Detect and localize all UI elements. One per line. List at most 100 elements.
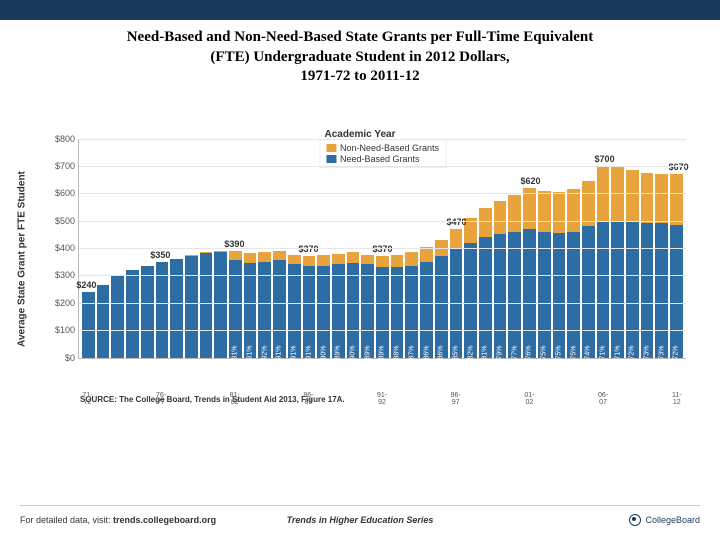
bar-segment-need: 72% <box>670 225 683 358</box>
chart-area: Average State Grant per FTE Student Non-… <box>30 129 690 389</box>
bar-segment-need <box>111 275 124 357</box>
pct-label: 71% <box>614 345 621 359</box>
x-tick-label <box>125 389 138 406</box>
x-tick-label <box>641 389 654 406</box>
value-callout: $370 <box>372 244 392 254</box>
y-tick-label: $400 <box>55 243 79 253</box>
bar-segment-nonneed <box>553 192 566 233</box>
bar-segment-need: 82% <box>464 243 477 358</box>
footer-left-prefix: For detailed data, visit: <box>20 515 113 525</box>
x-tick-label <box>361 389 374 406</box>
pct-label: 91% <box>291 345 298 359</box>
x-tick-label <box>479 389 492 406</box>
page: Need-Based and Non-Need-Based State Gran… <box>0 0 720 540</box>
title-line-2: (FTE) Undergraduate Student in 2012 Doll… <box>40 48 680 68</box>
x-tick-label <box>346 389 359 406</box>
bar-segment-need <box>97 285 110 358</box>
plot-region: Non-Need-Based Grants Need-Based Grants … <box>78 139 686 359</box>
bar-segment-need: 75% <box>553 233 566 358</box>
bar-segment-nonneed <box>479 208 492 237</box>
x-tick-label <box>110 389 123 406</box>
bar-segment-nonneed <box>494 201 507 234</box>
y-tick-label: $300 <box>55 270 79 280</box>
y-tick-label: $100 <box>55 325 79 335</box>
bar-segment-need: 77% <box>508 232 521 358</box>
y-tick-label: $500 <box>55 216 79 226</box>
bar-segment-nonneed <box>450 229 463 248</box>
bar-segment-need <box>214 252 227 357</box>
gridline <box>79 248 686 249</box>
bar-segment-nonneed <box>641 173 654 224</box>
pct-label: 72% <box>673 345 680 359</box>
x-tick-label <box>287 389 300 406</box>
bar-segment-need: 91% <box>303 266 316 358</box>
gridline <box>79 193 686 194</box>
x-tick-label <box>96 389 109 406</box>
x-tick-label <box>390 389 403 406</box>
pct-label: 86% <box>423 345 430 359</box>
bar-segment-need: 88% <box>391 267 404 357</box>
pct-label: 86% <box>438 345 445 359</box>
title-block: Need-Based and Non-Need-Based State Gran… <box>0 20 720 91</box>
x-tick-label: 11-12 <box>670 389 683 406</box>
bar-segment-nonneed <box>303 256 316 266</box>
y-axis-label: Average State Grant per FTE Student <box>17 171 28 347</box>
title-line-1: Need-Based and Non-Need-Based State Gran… <box>40 28 680 48</box>
bar-segment-nonneed <box>288 255 301 265</box>
x-tick-label: 06-07 <box>597 389 610 406</box>
bar-segment-need <box>170 259 183 358</box>
bar-segment-need: 71% <box>611 221 624 358</box>
pct-label: 88% <box>394 345 401 359</box>
pct-label: 91% <box>232 345 239 359</box>
pct-label: 87% <box>408 345 415 359</box>
pct-label: 89% <box>335 345 342 359</box>
y-tick-label: $700 <box>55 161 79 171</box>
x-tick-label <box>273 389 286 406</box>
bar-segment-need: 81% <box>479 237 492 357</box>
bar-segment-need: 74% <box>582 226 595 357</box>
pct-label: 71% <box>599 345 606 359</box>
bar-segment-nonneed <box>347 252 360 263</box>
pct-label: 82% <box>467 345 474 359</box>
bar-segment-nonneed <box>258 252 271 262</box>
x-tick-label: 76-77 <box>155 389 168 406</box>
y-tick-label: $200 <box>55 298 79 308</box>
bar-segment-nonneed <box>391 255 404 267</box>
bar-segment-need: 79% <box>494 234 507 357</box>
x-tick-label: 71-72 <box>81 389 94 406</box>
pct-label: 92% <box>261 345 268 359</box>
pct-label: 79% <box>497 345 504 359</box>
gridline <box>79 166 686 167</box>
bar-segment-nonneed <box>244 253 257 263</box>
footer-brand: CollegeBoard <box>645 515 700 525</box>
pct-label: 74% <box>585 345 592 359</box>
x-tick-label: 96-97 <box>449 389 462 406</box>
header-bar <box>0 0 720 20</box>
pct-label: 81% <box>482 345 489 359</box>
bar-segment-nonneed <box>376 256 389 267</box>
value-callout: $240 <box>76 280 96 290</box>
x-tick-label <box>464 389 477 406</box>
x-tick-label <box>258 389 271 406</box>
x-tick-label <box>199 389 212 406</box>
y-tick-label: $0 <box>65 353 79 363</box>
pct-label: 90% <box>320 345 327 359</box>
pct-label: 75% <box>570 345 577 359</box>
footer: For detailed data, visit: trends.college… <box>20 505 700 540</box>
bar-segment-need: 73% <box>655 223 668 357</box>
pct-label: 90% <box>350 345 357 359</box>
x-tick-label: 01-02 <box>523 389 536 406</box>
bar-segment-need: 89% <box>332 264 345 357</box>
y-tick-label: $600 <box>55 188 79 198</box>
bar-segment-need <box>126 270 139 358</box>
footer-link[interactable]: trends.collegeboard.org <box>113 515 216 525</box>
x-tick-label <box>626 389 639 406</box>
x-tick-label: 86-87 <box>302 389 315 406</box>
footer-right: CollegeBoard <box>473 514 700 526</box>
bar-segment-nonneed <box>582 181 595 226</box>
x-tick-label <box>582 389 595 406</box>
x-tick-label <box>656 389 669 406</box>
bar-segment-need: 89% <box>361 264 374 357</box>
bar-segment-need: 75% <box>567 232 580 358</box>
x-tick-label <box>553 389 566 406</box>
